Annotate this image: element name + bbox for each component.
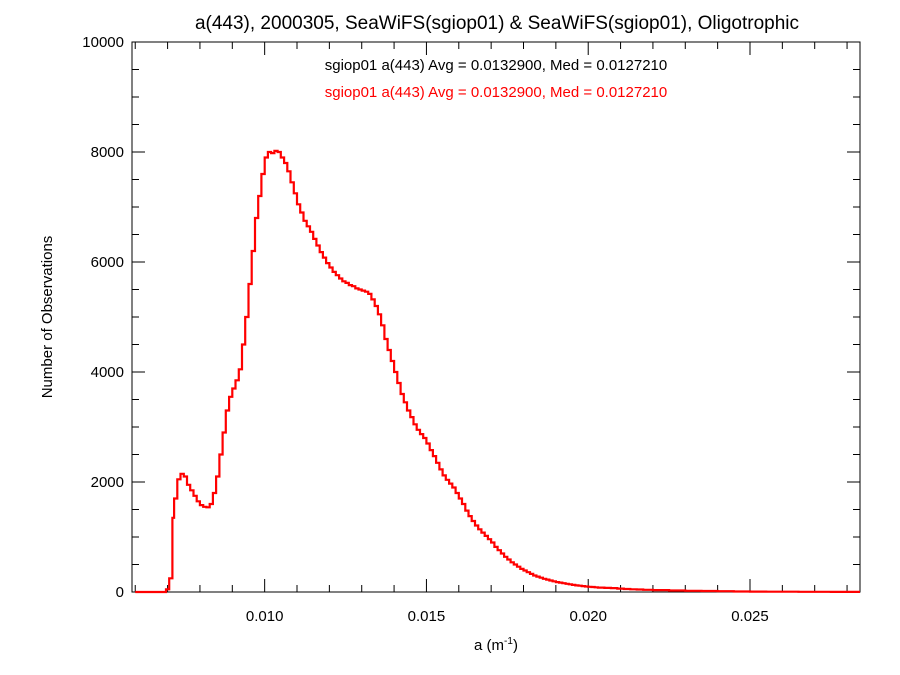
y-tick-label: 8000 (91, 144, 124, 161)
axis-ticks (132, 41, 860, 593)
x-axis-label: a (m-1) (474, 636, 518, 654)
annotation-stats-black: sgiop01 a(443) Avg = 0.0132900, Med = 0.… (325, 57, 668, 74)
x-tick-label: 0.020 (569, 608, 607, 625)
x-tick-label: 0.010 (246, 608, 284, 625)
y-axis-label: Number of Observations (39, 236, 56, 399)
x-axis-label-base: a (m (474, 637, 504, 654)
x-tick-label: 0.025 (731, 608, 769, 625)
x-axis-label-close: ) (513, 637, 518, 654)
y-tick-labels: 0 2000 4000 6000 8000 10000 (82, 34, 124, 601)
y-tick-label: 4000 (91, 364, 124, 381)
annotation-stats-red: sgiop01 a(443) Avg = 0.0132900, Med = 0.… (325, 84, 668, 101)
y-tick-label: 6000 (91, 254, 124, 271)
plot-frame (131, 41, 861, 593)
histogram-step-line (135, 149, 860, 594)
chart-title: a(443), 2000305, SeaWiFS(sgiop01) & SeaW… (195, 13, 799, 34)
y-tick-label: 2000 (91, 474, 124, 491)
x-tick-label: 0.015 (408, 608, 446, 625)
x-tick-labels: 0.010 0.015 0.020 0.025 (246, 608, 769, 625)
y-tick-label: 0 (116, 584, 124, 601)
y-tick-label: 10000 (82, 34, 124, 51)
x-axis-label-superscript: -1 (504, 636, 513, 647)
